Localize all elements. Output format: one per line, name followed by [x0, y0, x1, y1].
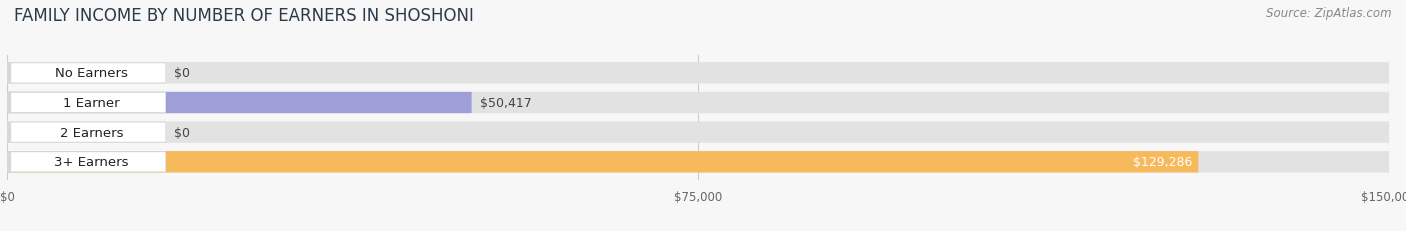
Text: 1 Earner: 1 Earner	[63, 97, 120, 109]
FancyBboxPatch shape	[11, 64, 166, 83]
FancyBboxPatch shape	[7, 122, 166, 143]
Text: No Earners: No Earners	[55, 67, 128, 80]
FancyBboxPatch shape	[7, 92, 1389, 114]
FancyBboxPatch shape	[7, 92, 166, 114]
Text: $0: $0	[174, 126, 190, 139]
Text: 2 Earners: 2 Earners	[59, 126, 122, 139]
FancyBboxPatch shape	[7, 92, 471, 114]
FancyBboxPatch shape	[7, 152, 1389, 173]
FancyBboxPatch shape	[7, 152, 166, 173]
FancyBboxPatch shape	[11, 94, 166, 113]
FancyBboxPatch shape	[11, 152, 166, 172]
Text: FAMILY INCOME BY NUMBER OF EARNERS IN SHOSHONI: FAMILY INCOME BY NUMBER OF EARNERS IN SH…	[14, 7, 474, 25]
Text: $0: $0	[174, 67, 190, 80]
FancyBboxPatch shape	[7, 63, 166, 84]
Text: $129,286: $129,286	[1133, 156, 1192, 169]
Text: $50,417: $50,417	[479, 97, 531, 109]
Text: 3+ Earners: 3+ Earners	[53, 156, 128, 169]
FancyBboxPatch shape	[7, 122, 1389, 143]
FancyBboxPatch shape	[11, 123, 166, 142]
FancyBboxPatch shape	[7, 152, 1198, 173]
FancyBboxPatch shape	[7, 63, 1389, 84]
Text: Source: ZipAtlas.com: Source: ZipAtlas.com	[1267, 7, 1392, 20]
